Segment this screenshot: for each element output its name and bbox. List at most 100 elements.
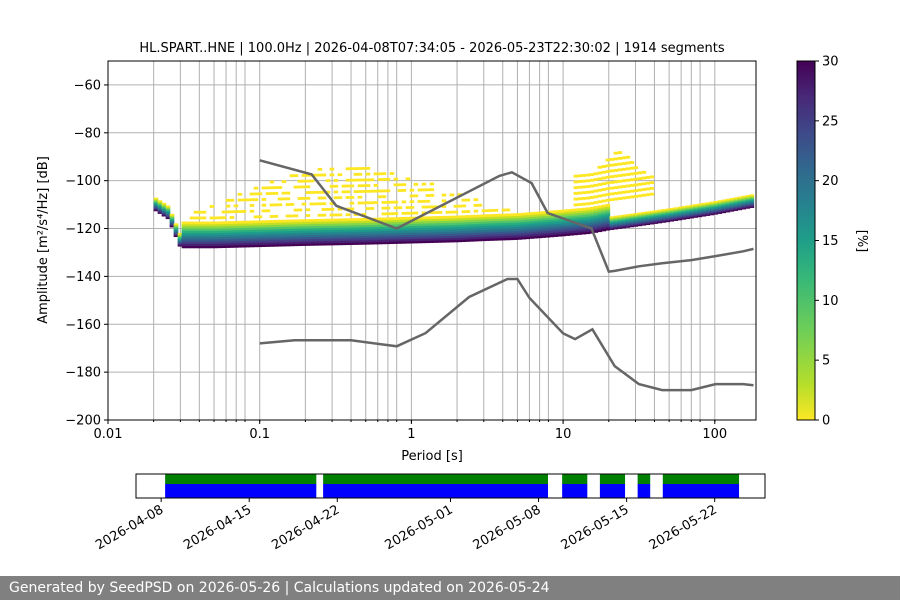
heatmap-cell [653, 220, 659, 222]
heatmap-cell [293, 234, 299, 238]
heatmap-cell [501, 237, 507, 241]
heatmap-cell [429, 231, 435, 235]
heatmap-cell [537, 226, 543, 230]
heatmap-cell [257, 226, 263, 230]
heatmap-cell [589, 213, 595, 217]
heatmap-cell [325, 223, 331, 226]
heatmap-cell [293, 243, 299, 247]
heatmap-cell [441, 226, 447, 230]
heatmap-cell [261, 203, 267, 207]
heatmap-cell [277, 235, 283, 238]
heatmap-cell [253, 192, 259, 196]
heatmap-cell [321, 227, 327, 231]
heatmap-cell [481, 209, 487, 213]
heatmap-cell [577, 197, 583, 201]
heatmap-cell [197, 232, 203, 236]
heatmap-cell [165, 208, 171, 211]
heatmap-cell [249, 244, 255, 248]
heatmap-cell [717, 211, 723, 213]
heatmap-cell [661, 221, 667, 223]
heatmap-cell [337, 242, 343, 246]
heatmap-cell [365, 235, 371, 239]
coverage-segment [637, 474, 651, 484]
heatmap-cell [393, 238, 399, 242]
heatmap-cell [169, 223, 175, 226]
heatmap-cell [341, 218, 347, 222]
heatmap-cell [221, 227, 227, 231]
heatmap-cell [345, 184, 351, 188]
heatmap-cell [657, 209, 663, 212]
heatmap-cell [185, 225, 191, 229]
heatmap-cell [393, 221, 399, 225]
heatmap-cell [621, 173, 627, 177]
heatmap-cell [297, 179, 303, 183]
heatmap-cell [449, 220, 455, 223]
heatmap-cell [613, 197, 619, 201]
heatmap-cell [185, 232, 191, 236]
heatmap-cell [701, 207, 707, 209]
heatmap-cell [205, 232, 211, 236]
heatmap-cell [641, 211, 647, 214]
heatmap-cell [641, 215, 647, 217]
heatmap-cell [633, 213, 639, 215]
heatmap-cell [741, 197, 747, 200]
heatmap-cell [657, 216, 663, 218]
heatmap-cell [241, 210, 247, 213]
heatmap-cell [261, 222, 267, 226]
heatmap-cell [153, 204, 159, 206]
heatmap-cell [193, 234, 199, 238]
heatmap-cell [465, 228, 471, 231]
heatmap-cell [593, 178, 599, 181]
heatmap-cell [681, 212, 687, 215]
heatmap-cell [517, 217, 523, 221]
heatmap-cell [277, 239, 283, 243]
heatmap-cell [453, 233, 459, 236]
heatmap-cell [525, 225, 531, 229]
heatmap-cell [533, 231, 539, 235]
heatmap-cell [281, 232, 287, 236]
heatmap-cell [497, 231, 503, 235]
heatmap-cell [641, 170, 647, 174]
noise-models [259, 159, 754, 392]
heatmap-cell [641, 216, 647, 218]
heatmap-cell [269, 226, 275, 230]
heatmap-cell [681, 207, 687, 209]
heatmap-cell [205, 221, 211, 225]
heatmap-cell [373, 224, 379, 228]
heatmap-cell [353, 239, 359, 243]
heatmap-cell [585, 213, 591, 217]
heatmap-cell [573, 197, 579, 201]
heatmap-cell [717, 200, 723, 202]
heatmap-cell [677, 214, 683, 216]
heatmap-cell [181, 221, 187, 225]
heatmap-cell [597, 222, 603, 226]
heatmap-cell [681, 215, 687, 218]
heatmap-cell [201, 241, 207, 244]
heatmap-cell [433, 224, 439, 228]
heatmap-cell [301, 225, 307, 229]
heatmap-cell [449, 235, 455, 239]
heatmap-cell [621, 214, 627, 217]
heatmap-cell [273, 235, 279, 238]
heatmap-cell [621, 156, 627, 160]
heatmap-cell [597, 211, 603, 215]
heatmap-cell [441, 231, 447, 234]
heatmap-cell [657, 210, 663, 213]
heatmap-cell [409, 194, 415, 198]
heatmap-cell [333, 213, 339, 217]
heatmap-cell [717, 202, 723, 205]
heatmap-cell [481, 238, 487, 242]
heatmap-cell [361, 167, 367, 170]
heatmap-cell [205, 236, 211, 240]
heatmap-cell [221, 223, 227, 227]
heatmap-cell [333, 196, 339, 200]
heatmap-cell [589, 215, 595, 219]
heatmap-cell [401, 189, 407, 192]
heatmap-cell [581, 179, 587, 183]
heatmap-cell [309, 236, 315, 240]
heatmap-cell [205, 243, 211, 247]
heatmap-cell [321, 229, 327, 233]
heatmap-cell [269, 180, 275, 184]
heatmap-cell [513, 213, 519, 217]
heatmap-cell [453, 222, 459, 225]
